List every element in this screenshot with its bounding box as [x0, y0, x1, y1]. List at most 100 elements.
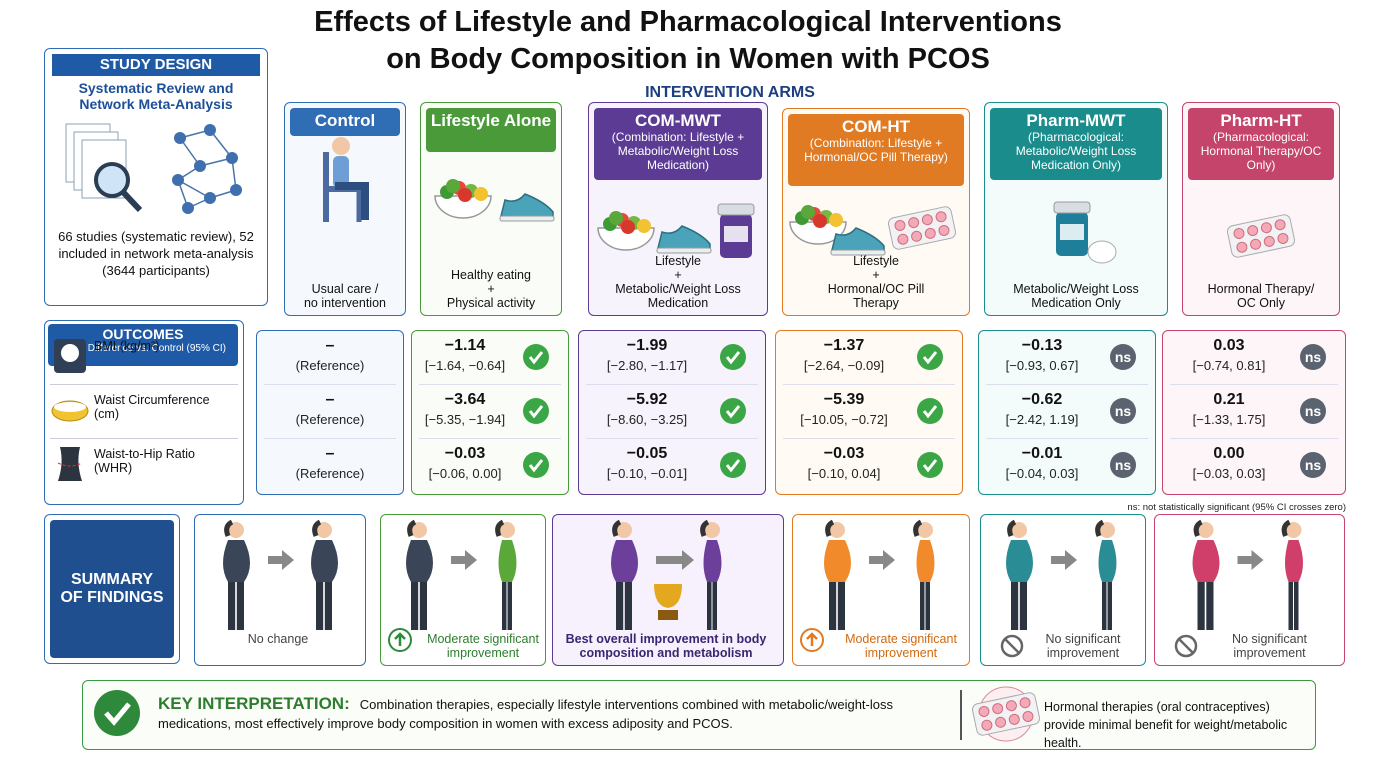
arm-header: Control — [290, 108, 400, 136]
key-side: Hormonal therapies (oral contraceptives)… — [1044, 700, 1288, 750]
icon-part — [58, 447, 82, 481]
icon-part — [800, 628, 824, 652]
separator — [419, 438, 561, 439]
icon-part — [182, 202, 194, 214]
caption-line: Metabolic/Weight Loss — [615, 282, 741, 296]
icon-part — [1011, 582, 1019, 630]
separator — [783, 438, 955, 439]
icon-part — [813, 214, 827, 228]
estimate: −0.05 — [626, 445, 668, 462]
confidence-interval: (Reference) — [295, 358, 365, 373]
estimate: −5.92 — [626, 391, 668, 408]
icon-part — [656, 247, 712, 254]
separator — [50, 438, 238, 439]
icon-part — [1099, 522, 1115, 538]
icon-part — [507, 582, 512, 630]
icon-part — [658, 610, 678, 620]
icon — [720, 398, 746, 424]
icon-part — [499, 522, 515, 538]
icon-part — [54, 402, 86, 412]
icon-part — [1274, 219, 1286, 231]
icon — [54, 339, 86, 373]
icon-part — [830, 249, 886, 256]
icon-part — [908, 217, 920, 229]
icon — [323, 137, 369, 222]
confidence-interval: [−5.35, −1.94] — [424, 412, 506, 427]
icon-part — [917, 452, 943, 478]
title-line: on Body Composition in Women with PCOS — [386, 43, 990, 75]
icon-part — [194, 160, 206, 172]
icon-part — [1019, 697, 1031, 709]
icon-part — [120, 189, 143, 213]
icon-part — [922, 459, 938, 473]
icon — [523, 344, 549, 370]
icon-part — [981, 719, 993, 731]
summary-card — [194, 514, 366, 666]
summary-text: No significant improvement — [1231, 632, 1308, 660]
icon-part — [1102, 582, 1107, 630]
icon-part — [407, 519, 417, 537]
icon-part — [938, 224, 950, 236]
arm-header: COM-MWT (Combination: Lifestyle + Metabol… — [594, 108, 762, 180]
icon — [824, 519, 935, 630]
icon-part — [474, 187, 488, 201]
icon-part — [1294, 582, 1299, 630]
icon-part — [922, 351, 938, 365]
estimate: −0.62 — [1021, 391, 1063, 408]
icon — [917, 452, 943, 478]
icon-part — [335, 182, 369, 220]
caption-line: Metabolic/Weight Loss — [1013, 282, 1139, 296]
caption-line: Lifestyle — [655, 254, 701, 268]
icon-part — [411, 522, 427, 538]
icon-part — [1007, 519, 1017, 537]
summary-card — [380, 514, 546, 666]
separator — [1170, 438, 1338, 439]
icon-part — [917, 522, 933, 538]
estimate: – — [325, 391, 335, 408]
icon — [1000, 634, 1024, 658]
arm-name: Pharm-HT — [1220, 111, 1302, 130]
arm-caption: Hormonal Therapy/OC Only — [1186, 282, 1336, 310]
icon-part — [921, 214, 933, 226]
summary-heading: SUMMARY OF FINDINGS — [50, 520, 174, 658]
icon-part — [637, 219, 651, 233]
icon-part — [995, 716, 1007, 728]
arm-name: Control — [314, 111, 376, 130]
caption-line: Medication — [647, 296, 709, 310]
arm-description: (Combination: Lifestyle + Hormonal/OC Pi… — [804, 136, 948, 164]
icon-part — [829, 582, 837, 630]
confidence-interval: [−0.06, 0.00] — [428, 466, 502, 481]
icon-part — [1197, 582, 1205, 630]
icon-part — [528, 351, 544, 365]
separator — [1170, 384, 1338, 385]
confidence-interval: [−1.33, 1.75] — [1192, 412, 1266, 427]
caption-line: Hormonal/OC Pill — [827, 282, 925, 296]
confidence-interval: [−0.04, 0.03] — [1005, 466, 1079, 481]
icon-part — [1022, 710, 1034, 722]
icon-part — [495, 519, 505, 537]
arm-header: Pharm-HT (Pharmacological: Hormonal Thera… — [1188, 108, 1334, 180]
icon — [917, 398, 943, 424]
separator — [783, 384, 955, 385]
caption-line: OC Only — [1237, 296, 1285, 310]
icon-part — [1193, 519, 1203, 537]
icon-part — [223, 540, 250, 582]
icon — [434, 179, 555, 222]
icon-part — [829, 213, 843, 227]
icon-part — [825, 519, 835, 537]
arm-name: COM-HT — [842, 117, 910, 136]
icon — [1006, 519, 1117, 630]
caption-line: no intervention — [303, 296, 386, 310]
confidence-interval: (Reference) — [295, 412, 365, 427]
icon-part — [1206, 582, 1214, 630]
icon-part — [528, 459, 544, 473]
icon-part — [703, 540, 722, 582]
arm-header: COM-HT (Combination: Lifestyle + Hormonal… — [788, 114, 964, 186]
icon-part — [451, 550, 477, 570]
arm-caption: Lifestyle + Hormonal/OC Pill Therapy — [786, 254, 966, 310]
separator — [264, 384, 396, 385]
icon-part — [916, 540, 935, 582]
estimate: – — [325, 445, 335, 462]
estimate: −0.01 — [1021, 445, 1063, 462]
icon-part — [1060, 224, 1084, 240]
